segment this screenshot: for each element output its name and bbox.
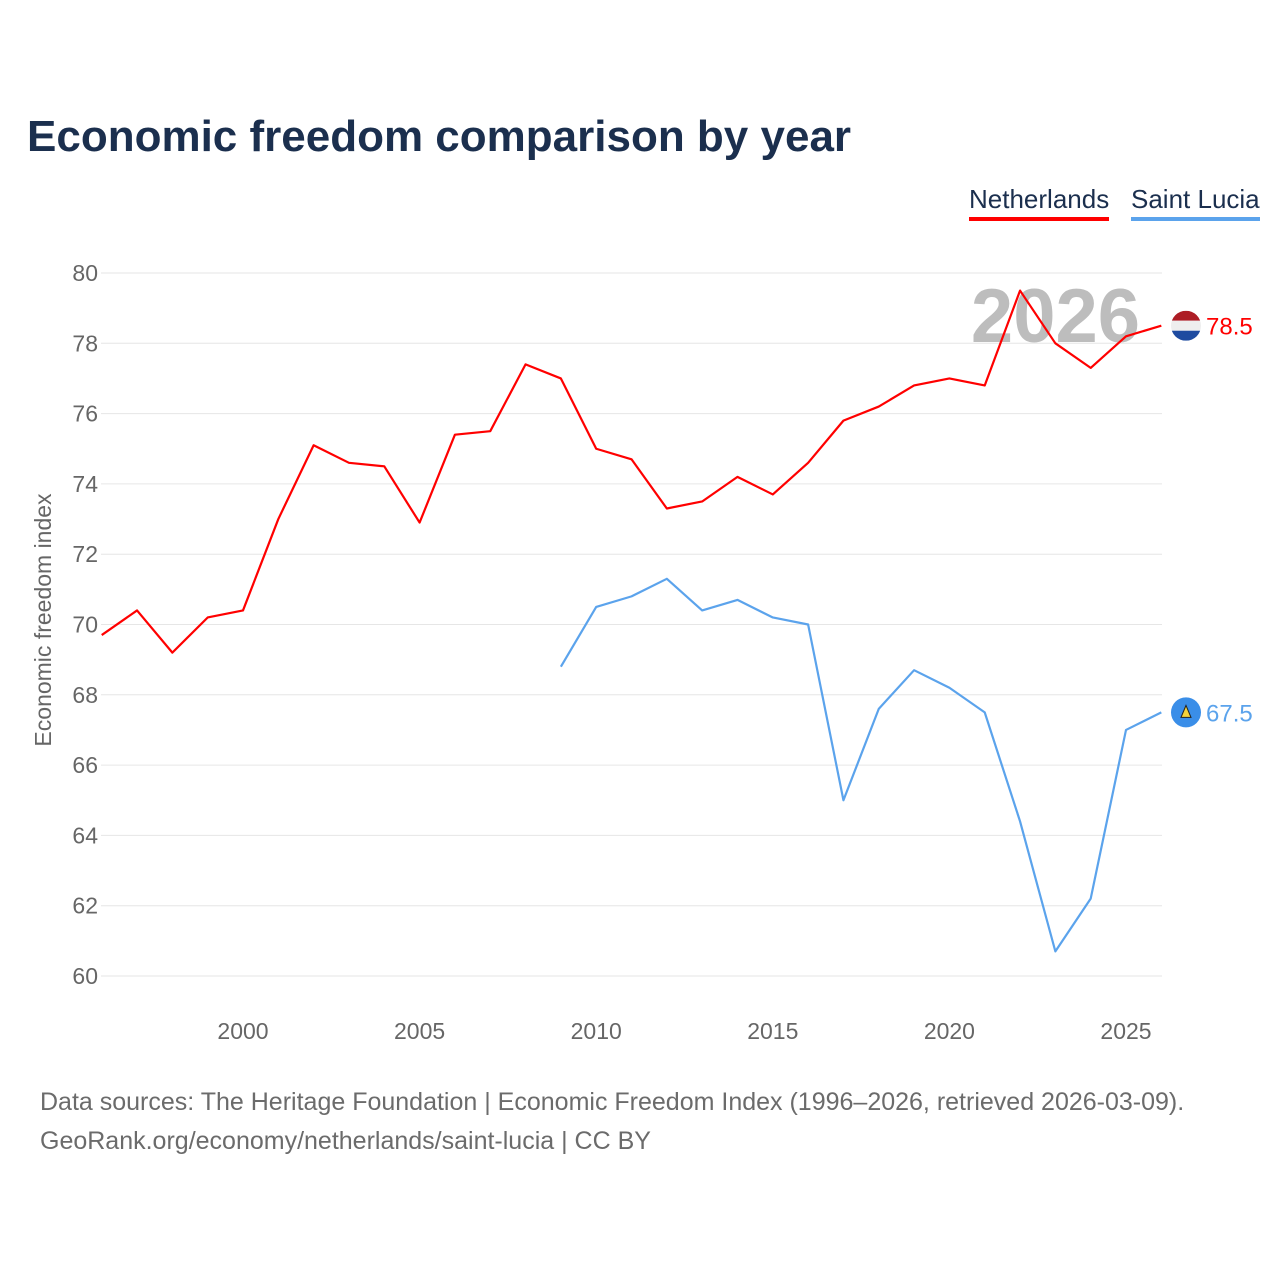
y-tick-label: 74	[72, 471, 98, 497]
series-line-saint-lucia	[559, 577, 1162, 953]
legend-netherlands[interactable]: Netherlands	[969, 184, 1110, 221]
y-tick-label: 70	[72, 612, 98, 638]
source-text: Data sources: The Heritage Foundation | …	[40, 1088, 1185, 1116]
x-tick-label: 2025	[1100, 1018, 1151, 1044]
netherlands-flag-icon	[1171, 310, 1201, 321]
y-tick-label: 64	[72, 822, 98, 848]
source-url: GeoRank.org/economy/netherlands/saint-lu…	[40, 1127, 651, 1155]
y-axis-label: Economic freedom index	[30, 493, 56, 747]
saint-lucia-flag-icon	[1180, 704, 1192, 718]
legend-saint-lucia[interactable]: Saint Lucia	[1131, 184, 1260, 221]
y-tick-label: 78	[72, 330, 98, 356]
x-tick-label: 2020	[924, 1018, 975, 1044]
y-tick-label: 72	[72, 541, 98, 567]
x-tick-label: 2005	[394, 1018, 445, 1044]
y-tick-label: 76	[72, 401, 98, 427]
y-tick-label: 68	[72, 682, 98, 708]
x-tick-label: 2015	[747, 1018, 798, 1044]
end-value-label: 78.5	[1206, 314, 1253, 341]
netherlands-flag-icon	[1171, 330, 1201, 341]
end-value-label: 67.5	[1206, 700, 1253, 727]
series-line-netherlands	[101, 289, 1162, 654]
y-tick-label: 66	[72, 752, 98, 778]
x-tick-label: 2010	[571, 1018, 622, 1044]
chart-title: Economic freedom comparison by year	[27, 112, 852, 161]
netherlands-flag-icon	[1171, 320, 1201, 331]
x-tick-label: 2000	[217, 1018, 268, 1044]
y-tick-label: 62	[72, 893, 98, 919]
y-tick-label: 80	[72, 260, 98, 286]
y-tick-label: 60	[72, 963, 98, 989]
